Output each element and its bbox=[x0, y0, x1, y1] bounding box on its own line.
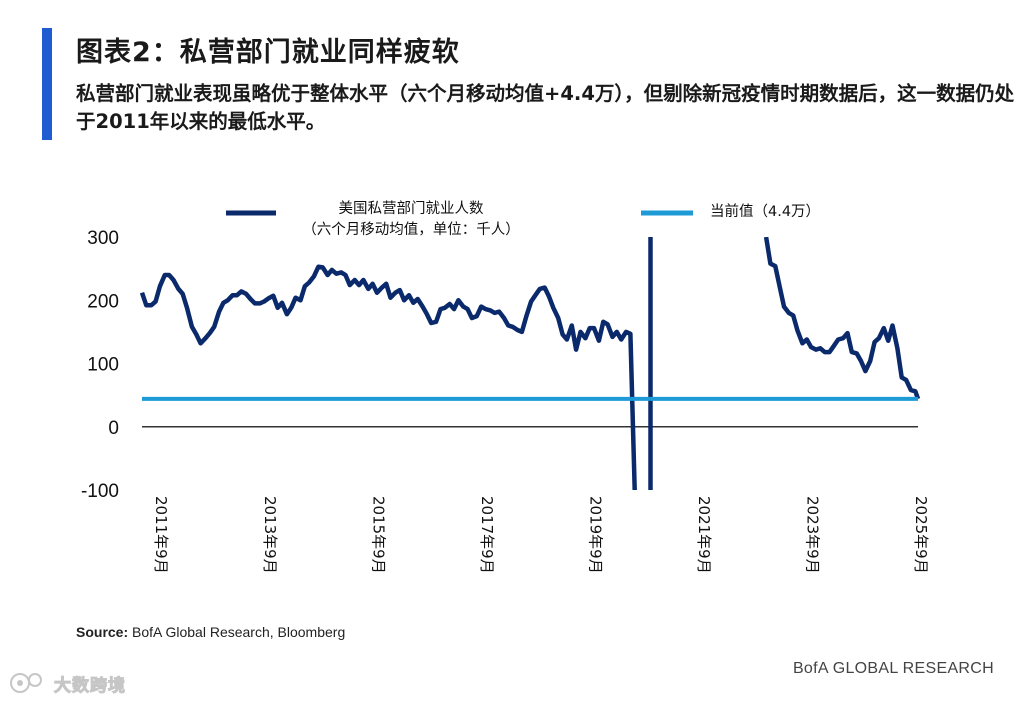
x-tick-label: 2015年9月 bbox=[369, 496, 387, 574]
series-line-private-employment-2 bbox=[763, 237, 921, 400]
x-tick-label: 2025年9月 bbox=[912, 496, 930, 574]
legend-label-private-employment: 美国私营部门就业人数 bbox=[339, 200, 484, 217]
x-tick-label: 2021年9月 bbox=[695, 496, 713, 574]
source-label: Source: bbox=[76, 624, 129, 640]
brand-mark: BofA GLOBAL RESEARCH bbox=[792, 660, 994, 677]
watermark-text: 大数跨境 bbox=[54, 675, 126, 696]
x-axis: 2011年9月 2013年9月 2015年9月 2017年9月 2019年9月 2021年… bbox=[152, 496, 930, 574]
watermark: 大数跨境 bbox=[8, 670, 126, 696]
series-group bbox=[139, 237, 921, 490]
x-tick-label: 2011年9月 bbox=[152, 496, 170, 574]
y-tick-label: 100 bbox=[87, 355, 119, 376]
y-tick-label: 300 bbox=[87, 228, 119, 249]
chart-subtitle: 私营部门就业表现虽略优于整体水平（六个月移动均值+4.4万），但剔除新冠疫情时期… bbox=[76, 82, 1015, 133]
series-line-private-employment-0 bbox=[139, 264, 637, 490]
accent-bar bbox=[42, 28, 52, 140]
y-axis: 300 200 100 0 -100 bbox=[81, 228, 119, 502]
legend: 美国私营部门就业人数 （六个月移动均值，单位：千人） 当前值（4.4万） bbox=[226, 200, 820, 238]
legend-label-private-employment-note: （六个月移动均值，单位：千人） bbox=[302, 221, 520, 238]
x-tick-label: 2019年9月 bbox=[586, 496, 604, 574]
legend-label-current-value: 当前值（4.4万） bbox=[710, 203, 820, 220]
y-tick-label: 0 bbox=[108, 418, 119, 439]
chart-title: 图表2：私营部门就业同样疲软 bbox=[76, 37, 460, 68]
y-tick-label: -100 bbox=[81, 481, 119, 502]
x-tick-label: 2013年9月 bbox=[261, 496, 279, 574]
x-tick-label: 2017年9月 bbox=[478, 496, 496, 574]
watermark-logo-icon bbox=[10, 673, 42, 693]
source-text: BofA Global Research, Bloomberg bbox=[128, 624, 346, 640]
y-tick-label: 200 bbox=[87, 291, 119, 312]
line-chart: 美国私营部门就业人数 （六个月移动均值，单位：千人） 当前值（4.4万） 300… bbox=[81, 200, 930, 574]
source-note: Source: BofA Global Research, Bloomberg bbox=[76, 624, 345, 640]
x-tick-label: 2023年9月 bbox=[803, 496, 821, 574]
